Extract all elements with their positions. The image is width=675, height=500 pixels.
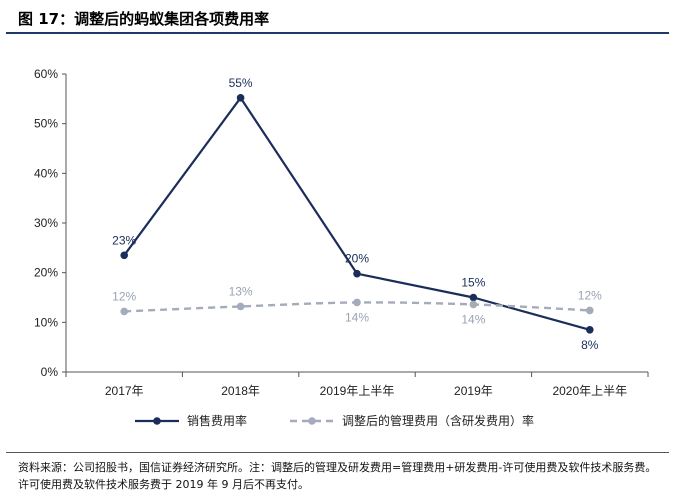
y-tick-label: 0% — [41, 365, 59, 379]
line-chart: 0% 10% 20% 30% 40% 50% 60% 2017年 2018年 2019年上半年 20… — [34, 67, 649, 428]
y-tick-label: 30% — [34, 216, 58, 230]
sales-point — [120, 251, 128, 260]
mgmt-point — [353, 298, 361, 307]
figure-title-bar: 图 17：调整后的蚂蚁集团各项费用率 — [6, 4, 669, 34]
mgmt-data-label: 14% — [461, 312, 485, 326]
sales-point — [586, 325, 594, 334]
legend-marker-sales — [153, 417, 161, 425]
sales-point — [469, 293, 478, 302]
x-tick-label: 2019年上半年 — [320, 384, 395, 398]
x-tick-label: 2018年 — [221, 384, 260, 398]
mgmt-data-label: 13% — [229, 284, 253, 298]
sales-point — [236, 94, 245, 102]
legend-marker-mgmt — [308, 417, 316, 425]
series-line-sales — [123, 96, 591, 331]
y-tick-label: 50% — [34, 117, 58, 131]
legend-label-mgmt: 调整后的管理费用（含研发费用）率 — [342, 413, 534, 428]
y-tick-label: 10% — [34, 315, 58, 329]
figure-title: 图 17：调整后的蚂蚁集团各项费用率 — [18, 10, 270, 28]
mgmt-point — [586, 306, 594, 315]
legend-label-sales: 销售费用率 — [187, 413, 247, 428]
y-tick-label: 40% — [34, 166, 58, 180]
mgmt-point — [469, 300, 478, 309]
x-tick-label: 2019年 — [454, 384, 493, 398]
mgmt-data-label: 14% — [345, 310, 369, 324]
mgmt-data-label: 12% — [578, 288, 602, 302]
sales-data-label: 8% — [581, 338, 599, 352]
mgmt-point — [120, 307, 128, 316]
x-tick-label: 2020年上半年 — [552, 384, 627, 398]
x-tick-label: 2017年 — [105, 384, 144, 398]
mgmt-point — [236, 302, 245, 311]
y-tick-label: 20% — [34, 266, 58, 280]
sales-point — [353, 269, 361, 278]
sales-data-label: 15% — [461, 276, 485, 290]
sales-data-label: 20% — [345, 252, 369, 266]
y-tick-label: 60% — [34, 67, 58, 81]
mgmt-data-label: 12% — [112, 289, 136, 303]
sales-data-label: 55% — [229, 76, 253, 90]
source-note: 资料来源：公司招股书，国信证券经济研究所。注：调整后的管理及研发费用=管理费用+… — [6, 452, 669, 493]
sales-data-label: 23% — [112, 233, 136, 247]
